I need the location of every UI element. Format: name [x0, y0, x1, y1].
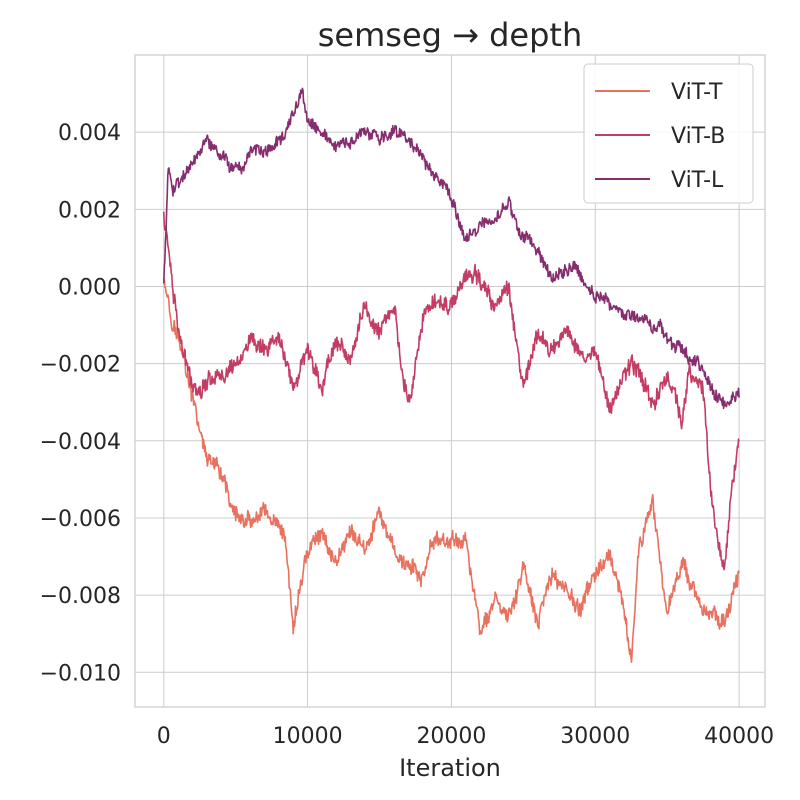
y-tick-label: −0.010 [40, 661, 121, 686]
y-tick-label: −0.004 [40, 430, 121, 455]
y-tick-label: −0.008 [40, 584, 121, 609]
series-line-vit-b [162, 211, 740, 571]
x-tick-label: 40000 [704, 724, 774, 749]
x-tick-label: 30000 [560, 724, 630, 749]
legend: ViT-T ViT-B ViT-L [583, 63, 754, 204]
plot-frame [134, 54, 766, 708]
y-tick-label: 0.002 [58, 198, 121, 223]
x-tick-label: 10000 [273, 724, 343, 749]
legend-label-vit-b: ViT-B [671, 124, 725, 149]
y-tick-labels: 0.004 0.002 0.000 −0.002 −0.004 −0.006 −0.008 −… [40, 121, 121, 686]
series-line-vit-t [162, 278, 740, 664]
legend-label-vit-t: ViT-T [671, 80, 723, 105]
chart-title: semseg → depth [318, 16, 583, 54]
legend-box [583, 63, 754, 204]
y-tick-label: −0.006 [40, 507, 121, 532]
series-line-vit-l [162, 87, 740, 410]
x-tick-label: 0 [157, 724, 171, 749]
y-tick-label: 0.000 [58, 275, 121, 300]
y-tick-label: −0.002 [40, 353, 121, 378]
series-layer [162, 87, 740, 664]
x-axis-title: Iteration [399, 754, 501, 782]
legend-label-vit-l: ViT-L [671, 168, 724, 193]
y-tick-label: 0.004 [58, 121, 121, 146]
legend-entries: ViT-T ViT-B ViT-L [595, 80, 725, 193]
x-tick-labels: 0 10000 20000 30000 40000 [157, 724, 774, 749]
x-tick-label: 20000 [416, 724, 486, 749]
